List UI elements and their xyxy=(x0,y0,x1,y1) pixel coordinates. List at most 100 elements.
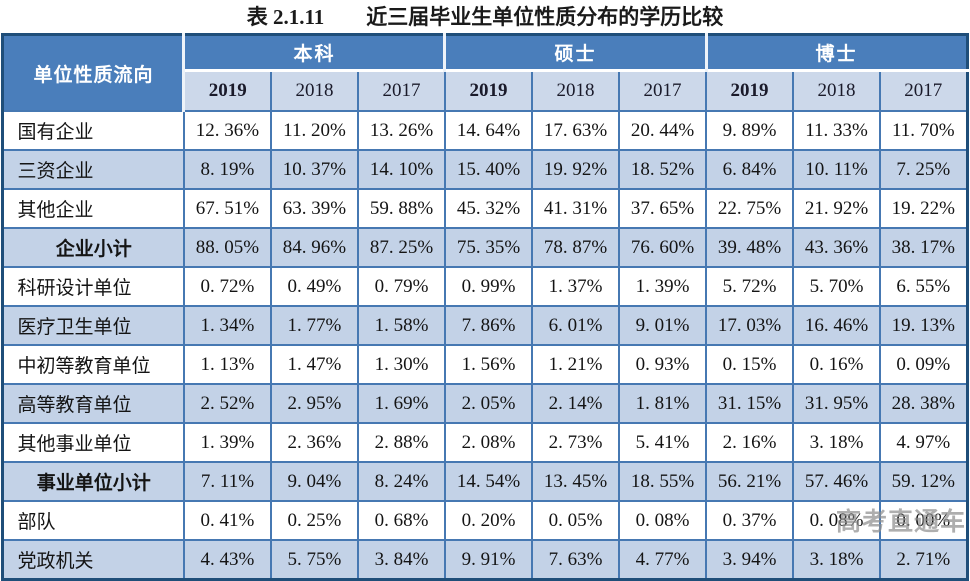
table-cell: 87. 25% xyxy=(356,227,445,267)
table-cell: 5. 41% xyxy=(617,422,706,462)
year-header: 2019 xyxy=(443,69,532,111)
table-cell: 1. 37% xyxy=(530,266,619,306)
table-cell: 28. 38% xyxy=(878,383,968,423)
table-cell: 0. 93% xyxy=(617,344,706,384)
row-label: 国有企业 xyxy=(1,110,184,150)
table-cell: 1. 47% xyxy=(269,344,358,384)
table-cell: 16. 46% xyxy=(792,305,880,345)
table-row: 医疗卫生单位 1. 34% 1. 77% 1. 58% 7. 86% 6. 01% 9. 0… xyxy=(1,305,968,345)
table-row: 党政机关 4. 43% 5. 75% 3. 84% 9. 91% 7. 63% 4. 77%… xyxy=(1,539,968,580)
table-row: 科研设计单位 0. 72% 0. 49% 0. 79% 0. 99% 1. 37% 1. 3… xyxy=(1,266,968,306)
table-cell: 11. 70% xyxy=(878,110,968,150)
table-cell: 67. 51% xyxy=(182,188,271,228)
row-label: 企业小计 xyxy=(1,227,184,267)
table-cell: 2. 08% xyxy=(443,422,532,462)
table-body: 国有企业 12. 36% 11. 20% 13. 26% 14. 64% 17. 63% 2… xyxy=(1,110,968,580)
table-cell: 9. 91% xyxy=(443,539,532,580)
table-cell: 19. 92% xyxy=(530,149,619,189)
table-cell: 21. 92% xyxy=(792,188,880,228)
table-cell: 14. 54% xyxy=(443,461,532,501)
table-cell: 1. 69% xyxy=(356,383,445,423)
table-cell: 88. 05% xyxy=(182,227,271,267)
table-cell: 10. 37% xyxy=(269,149,358,189)
year-header: 2018 xyxy=(792,69,880,111)
year-header: 2017 xyxy=(617,69,706,111)
table-cell: 1. 39% xyxy=(617,266,706,306)
row-label: 其他事业单位 xyxy=(1,422,184,462)
table-cell: 0. 79% xyxy=(356,266,445,306)
table-cell: 56. 21% xyxy=(705,461,793,501)
table-cell: 5. 70% xyxy=(792,266,880,306)
table-cell: 2. 88% xyxy=(356,422,445,462)
table-cell: 84. 96% xyxy=(269,227,358,267)
table-row: 事业单位小计 7. 11% 9. 04% 8. 24% 14. 54% 13. 45% 18… xyxy=(1,461,968,501)
year-header-row: 2019 2018 2017 2019 2018 2017 2019 2018 … xyxy=(3,69,968,111)
table-cell: 7. 25% xyxy=(878,149,968,189)
table-cell: 13. 26% xyxy=(356,110,445,150)
table-cell: 14. 64% xyxy=(443,110,532,150)
degree-group-doctor: 博士 xyxy=(704,34,968,71)
row-label: 高等教育单位 xyxy=(1,383,184,423)
table-cell: 1. 34% xyxy=(182,305,271,345)
table-cell: 57. 46% xyxy=(792,461,880,501)
table-cell: 0. 16% xyxy=(792,344,880,384)
table-cell: 59. 12% xyxy=(878,461,968,501)
table-cell: 75. 35% xyxy=(443,227,532,267)
table-cell: 3. 18% xyxy=(792,539,880,580)
table-cell: 6. 01% xyxy=(530,305,619,345)
table-cell: 0. 72% xyxy=(182,266,271,306)
table-cell: 7. 86% xyxy=(443,305,532,345)
table-cell: 8. 24% xyxy=(356,461,445,501)
table-cell: 11. 33% xyxy=(792,110,880,150)
table-cell: 31. 95% xyxy=(792,383,880,423)
table-cell: 1. 58% xyxy=(356,305,445,345)
table-row: 高等教育单位 2. 52% 2. 95% 1. 69% 2. 05% 2. 14% 1. 8… xyxy=(1,383,968,423)
table-cell: 1. 77% xyxy=(269,305,358,345)
table-cell: 2. 71% xyxy=(878,539,968,580)
table-cell: 0. 68% xyxy=(356,500,445,540)
table-cell: 17. 63% xyxy=(530,110,619,150)
row-label: 三资企业 xyxy=(1,149,184,189)
year-header: 2019 xyxy=(182,69,271,111)
table-cell: 4. 77% xyxy=(617,539,706,580)
table-cell: 8. 19% xyxy=(182,149,271,189)
table-cell: 4. 97% xyxy=(878,422,968,462)
table-cell: 31. 15% xyxy=(705,383,793,423)
degree-header-row: 单位性质流向 本科 硕士 博士 xyxy=(2,34,968,111)
table-cell: 11. 20% xyxy=(269,110,358,150)
table-cell: 0. 41% xyxy=(182,500,271,540)
table-cell: 76. 60% xyxy=(617,227,706,267)
row-label: 党政机关 xyxy=(1,539,184,580)
table-cell: 15. 40% xyxy=(443,149,532,189)
table-cell: 0. 99% xyxy=(443,266,532,306)
table-cell: 0. 49% xyxy=(269,266,358,306)
table-row: 企业小计 88. 05% 84. 96% 87. 25% 75. 35% 78. 87% 7… xyxy=(1,227,968,267)
table-cell: 4. 43% xyxy=(182,539,271,580)
table-cell: 6. 84% xyxy=(705,149,793,189)
row-label: 中初等教育单位 xyxy=(1,344,184,384)
degree-group-master: 硕士 xyxy=(443,34,706,71)
year-header: 2018 xyxy=(269,69,358,111)
year-header: 2018 xyxy=(530,69,619,111)
table-cell: 3. 84% xyxy=(356,539,445,580)
page: { "page": { "title": "表 2.1.11 近三届毕业生单位性… xyxy=(1,5,969,581)
table-cell: 0. 25% xyxy=(269,500,358,540)
table-row: 三资企业 8. 19% 10. 37% 14. 10% 15. 40% 19. 92% 18… xyxy=(1,149,968,189)
table-cell: 18. 55% xyxy=(617,461,706,501)
table-cell: 1. 30% xyxy=(356,344,445,384)
table-cell: 63. 39% xyxy=(269,188,358,228)
table-row: 中初等教育单位 1. 13% 1. 47% 1. 30% 1. 56% 1. 21% 0. … xyxy=(1,344,968,384)
row-label: 部队 xyxy=(1,500,184,540)
table-cell: 3. 94% xyxy=(705,539,793,580)
table-cell: 0. 09% xyxy=(878,344,968,384)
table-cell: 19. 22% xyxy=(878,188,968,228)
table-cell: 2. 52% xyxy=(182,383,271,423)
table-cell: 5. 72% xyxy=(705,266,793,306)
table-cell: 2. 95% xyxy=(269,383,358,423)
table-cell: 39. 48% xyxy=(705,227,793,267)
degree-group-bachelor: 本科 xyxy=(182,34,445,71)
table-cell: 1. 81% xyxy=(617,383,706,423)
table-cell: 0. 20% xyxy=(443,500,532,540)
table-cell: 17. 03% xyxy=(705,305,793,345)
table-cell: 10. 11% xyxy=(792,149,880,189)
